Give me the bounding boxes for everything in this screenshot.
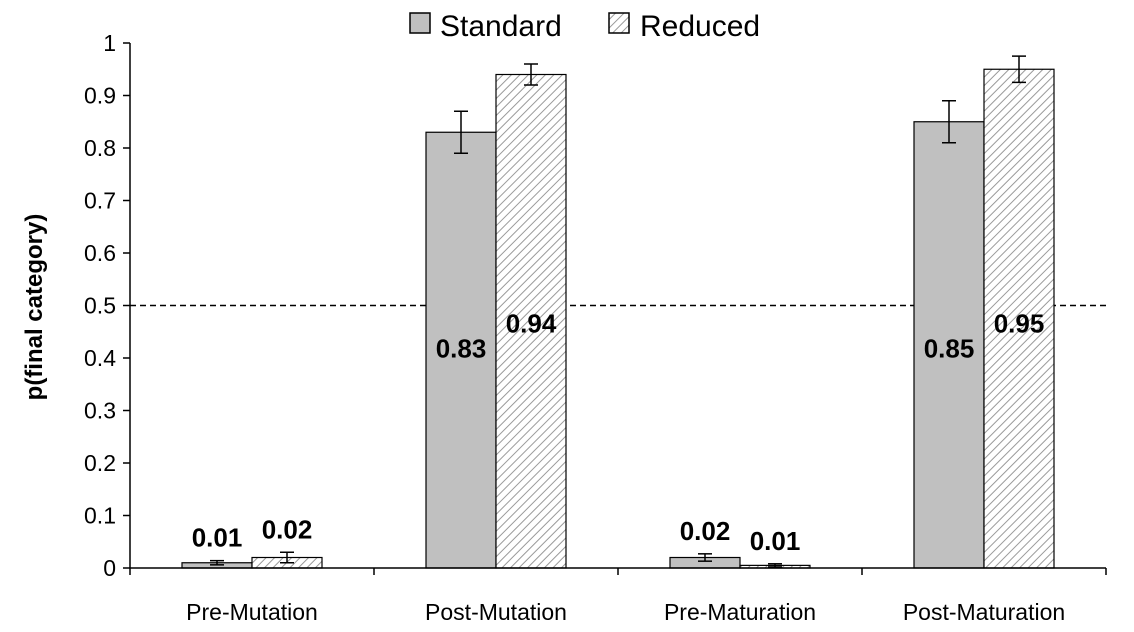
y-tick-label: 0.1 (84, 503, 116, 529)
y-tick-label: 0.9 (84, 83, 116, 109)
data-label: 0.94 (506, 309, 557, 339)
legend-swatch-standard (409, 12, 431, 34)
plot-area: 0 0.1 0.2 0.3 0.4 0.5 0.6 0.7 0.8 0.9 1 0.01 0.02 Pre… (84, 30, 1107, 625)
data-label: 0.95 (994, 309, 1045, 339)
y-tick-label: 1 (103, 30, 116, 56)
x-category-label: Post-Maturation (903, 599, 1065, 625)
y-tick-label: 0.5 (84, 293, 116, 319)
legend-label-standard: Standard (440, 10, 562, 43)
data-label: 0.02 (262, 514, 313, 544)
y-tick-label: 0.4 (84, 345, 116, 371)
y-axis-label: p(final category) (21, 214, 48, 401)
data-label: 0.83 (436, 334, 487, 364)
data-label: 0.02 (680, 516, 731, 546)
bar (913, 121, 985, 569)
y-tick-label: 0.6 (84, 240, 116, 266)
y-tick-label: 0.3 (84, 398, 116, 424)
x-category-label: Pre-Maturation (664, 599, 816, 625)
y-tick-label: 0.8 (84, 135, 116, 161)
data-label: 0.01 (192, 523, 243, 553)
legend-label-reduced: Reduced (640, 10, 760, 43)
y-tick-label: 0.2 (84, 450, 116, 476)
bar (983, 68, 1055, 569)
x-category-label: Post-Mutation (425, 599, 567, 625)
data-label: 0.01 (750, 526, 801, 556)
bar (495, 73, 567, 569)
y-tick-label: 0 (103, 555, 116, 581)
x-category-label: Pre-Mutation (186, 599, 318, 625)
y-tick-label: 0.7 (84, 188, 116, 214)
legend-swatch-reduced (608, 12, 630, 34)
data-label: 0.85 (924, 334, 975, 364)
legend: Standard Reduced (409, 10, 760, 43)
